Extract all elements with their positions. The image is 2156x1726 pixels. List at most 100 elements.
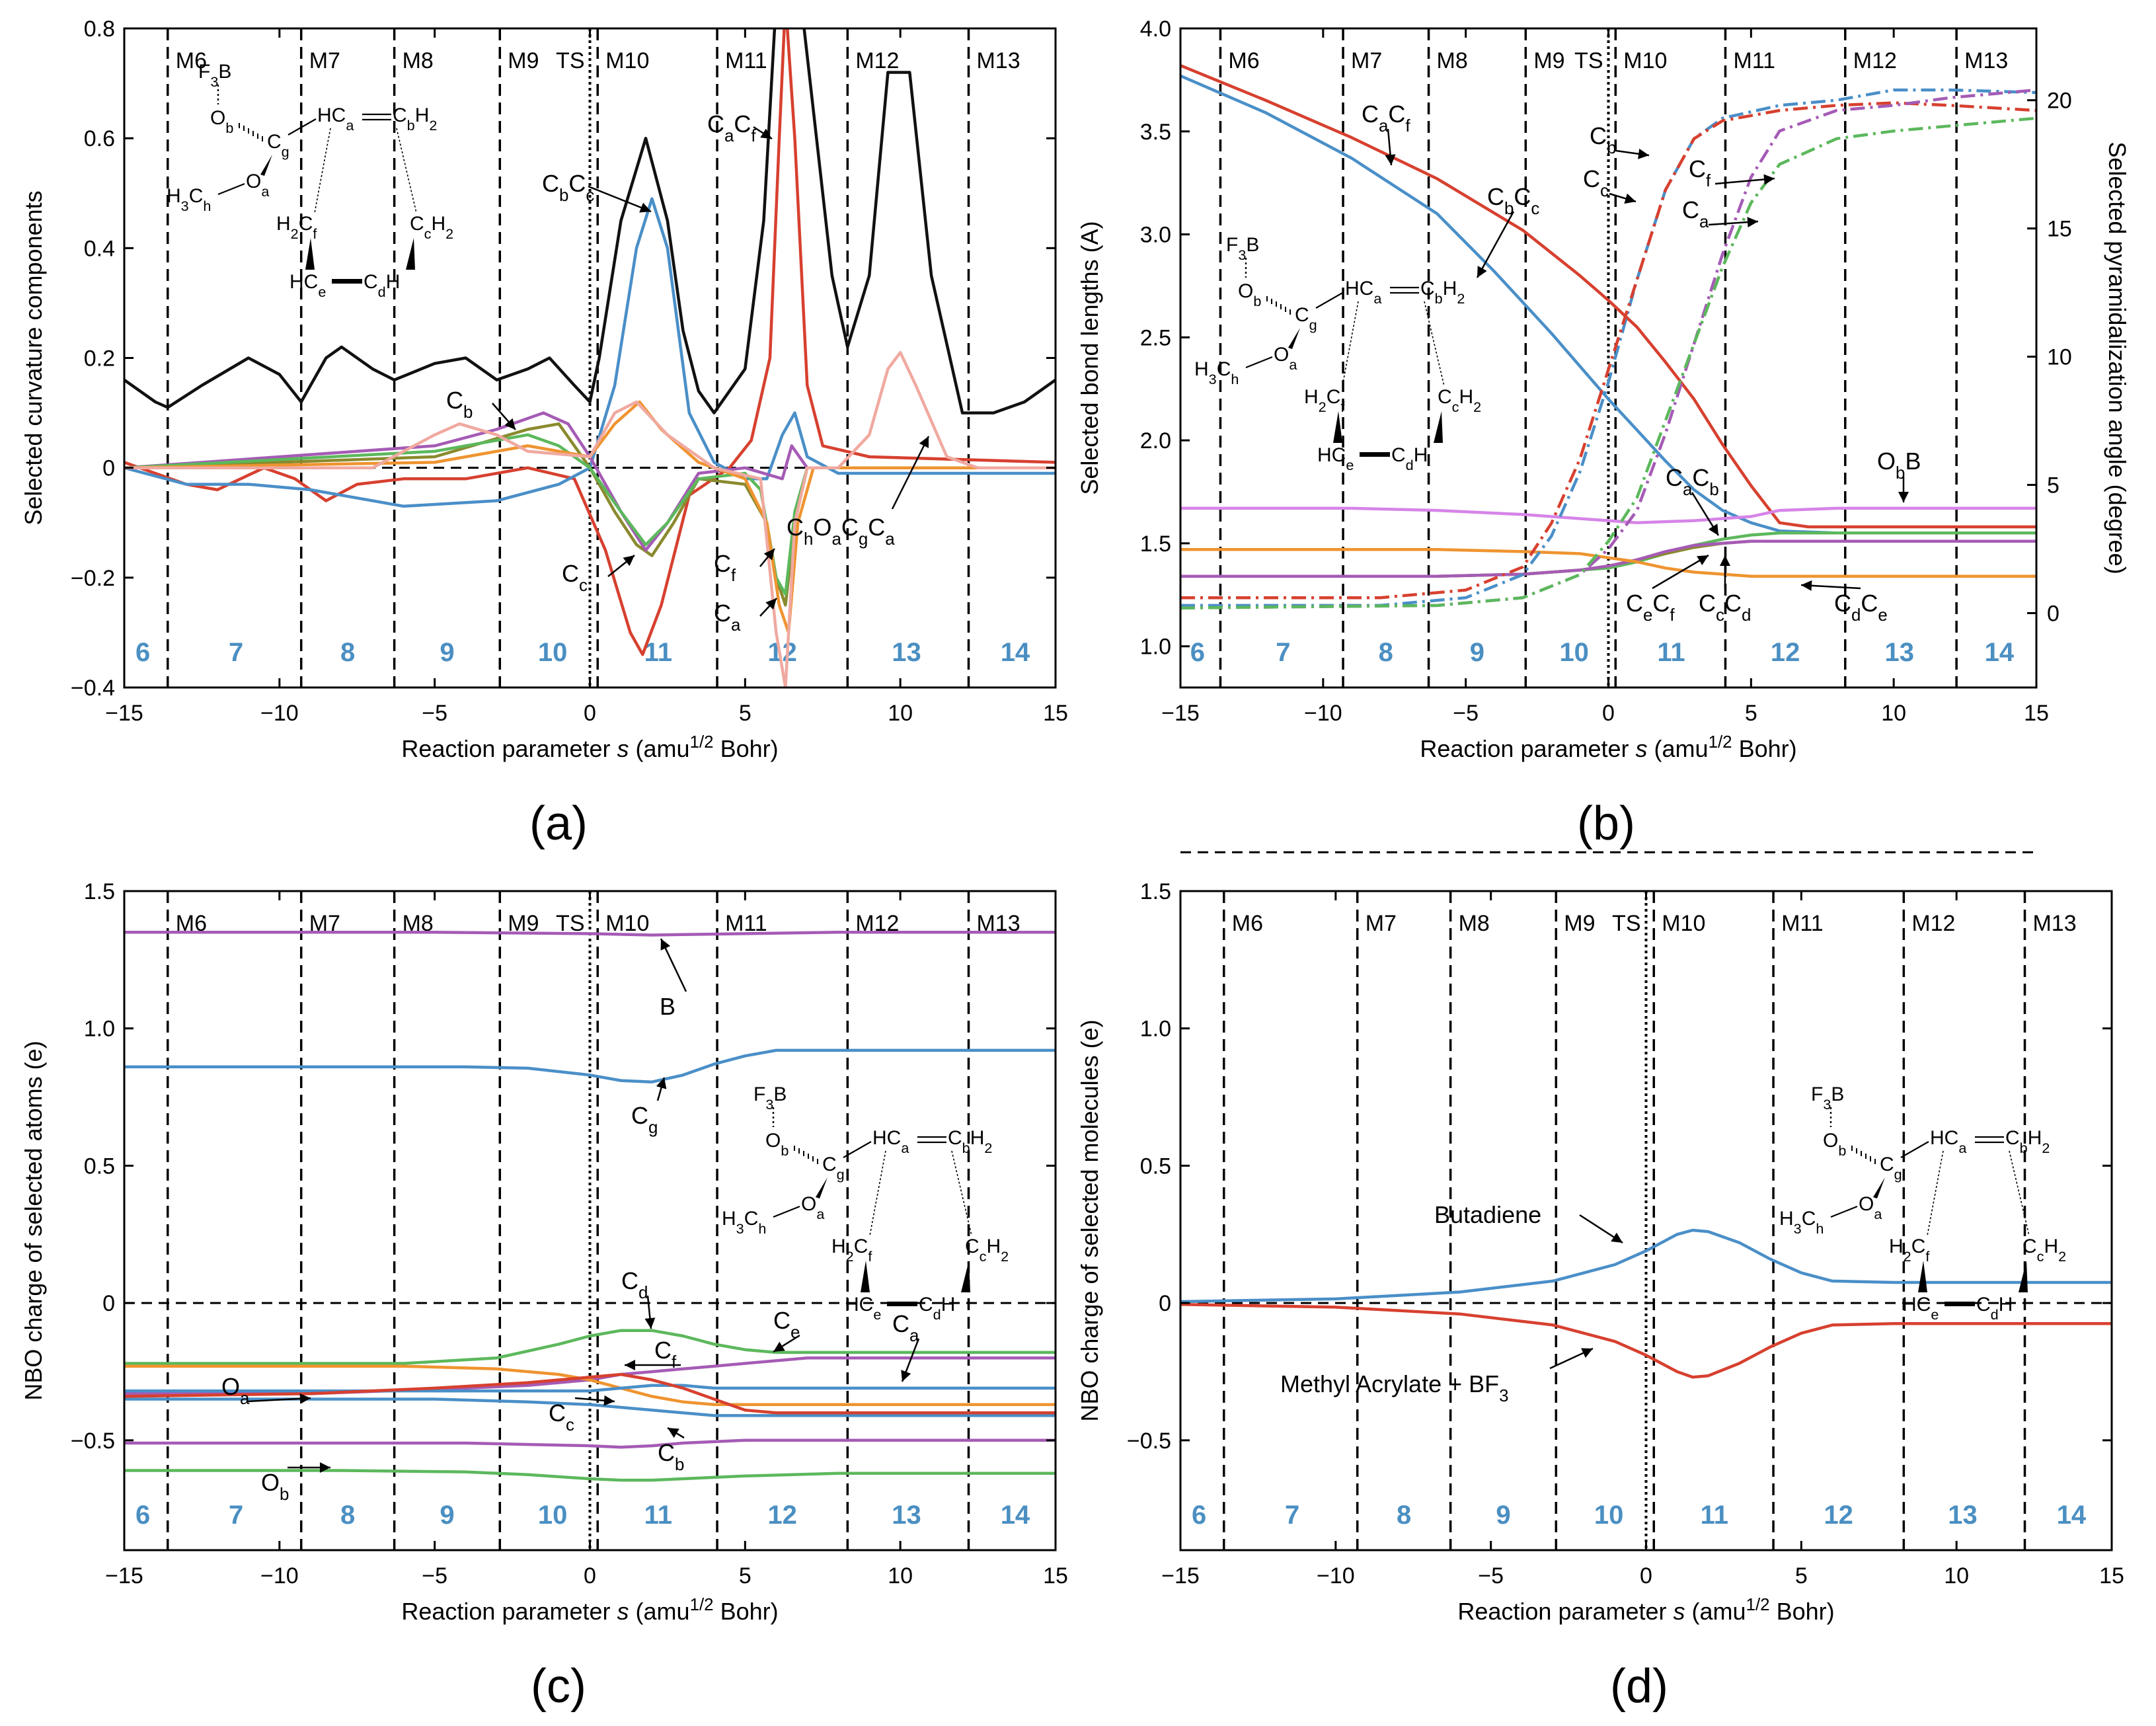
panel-c-region-label-12: 12 [767,1501,797,1530]
panel-a-region-label-7: 7 [229,638,243,667]
panel-b-series-cccd [1180,539,2036,578]
panel-b-region-label-9: 9 [1470,638,1484,667]
panel-c-mol-wedge [816,1177,828,1198]
panel-c-annotation-ob: Ob [261,1469,289,1504]
panel-c-ytick-label-0: −0.5 [71,1429,115,1454]
panel-c-annotation-b: B [660,993,675,1020]
panel-b-annotation-cdce-arrowhead [1801,580,1812,591]
panel-c-annotation-cg: Cg [631,1102,658,1137]
panel-c-annotation-cd-arrowhead [644,1317,656,1329]
panel-d-marker-label-m13: M13 [2032,911,2076,936]
panel-b-annotation-ca-arrowhead [1747,217,1758,228]
panel-c-mol-bold-bond [887,1302,917,1306]
panel-b-mol-hca: HCa [1345,278,1382,307]
panel-b-xtick-label-1: −10 [1304,701,1342,726]
panel-c-xlabel: Reaction parameter s (amu1/2 Bohr) [401,1596,778,1625]
panel-b-annotation-cacf: CaCf [1362,100,1410,136]
panel-a-ytick-label-1: −0.2 [71,566,115,591]
panel-d-marker-label-m6: M6 [1232,911,1263,936]
panel-a-xtick-label-6: 15 [1043,701,1068,726]
panel-d-mol-oa: Oa [1859,1193,1882,1222]
panel-a-mol-oa: Oa [246,171,270,200]
panel-a-mol-hce: HCe [289,271,326,300]
panel-a-ylabel: Selected curvature components [20,190,47,525]
panel-b-ytick-label-0: 1.0 [1140,635,1171,660]
panel-a-xtick-label-1: −10 [260,701,299,726]
panel-c-annotation-ce: Ce [773,1307,800,1342]
panel-d-xtick-label-6: 15 [2099,1563,2124,1589]
panel-c-mol-cch2: CcH2 [965,1236,1009,1265]
panel-a-annotation-ca: Ca [714,600,741,635]
panel-a-series-cacf [124,28,1056,656]
panel-c-annotation-cc: Cc [549,1399,574,1434]
panel-c-mol-oa: Oa [801,1193,825,1222]
panel-b-annotation-cb-arrowhead [1638,148,1649,159]
panel-b-marker-label-m6: M6 [1228,48,1259,73]
panel-a-mol-forming-bond-2 [396,128,417,214]
panel-d-ytick-label-1: 0 [1159,1291,1171,1316]
panel-a-xtick-label-3: 0 [584,701,596,726]
panel-a-ytick-label-6: 0.8 [84,17,115,42]
panel-c-annotation-cf: Cf [654,1337,677,1372]
panel-d-annotation-butadiene-arrowhead [1611,1232,1623,1243]
panel-d-region-label-9: 9 [1496,1501,1510,1530]
panel-c-series-cc [124,1397,1056,1417]
panel-c-mol-wedge-cf [861,1261,870,1292]
panel-a-mol-bond-ch-oa [217,182,245,196]
panel-a-ytick-label-0: −0.4 [71,676,115,701]
panel-b-region-label-12: 12 [1771,638,1800,667]
panel-b-series-cb-angle- [1180,88,2036,608]
panel-a-mol-ob: Ob [210,107,233,136]
panel-b-ytick-label-2: 2.0 [1140,428,1171,453]
panel-c-region-label-14: 14 [1001,1501,1030,1530]
panel-c-xtick-label-6: 15 [1043,1563,1068,1589]
panel-c-xtick-label-2: −5 [422,1563,447,1589]
panel-a-series-ca [124,400,1056,635]
panel-c-annotation-ca-arrowhead [901,1370,911,1382]
panel-a-mol-wedge [260,155,272,176]
panel-a-annotation-cc: Cc [562,560,588,595]
panel-b-annotation-cdce: CdCe [1834,590,1888,625]
panel-b-series-cdce [1180,548,2036,578]
panel-a-ytick-label-4: 0.4 [84,236,115,261]
panel-c-series-group [124,931,1056,1482]
panel-c-ytick-label-4: 1.5 [84,879,115,904]
panel-b-marker-label-m10: M10 [1623,48,1667,73]
panel-b-marker-label-m7: M7 [1351,48,1382,73]
panel-a-mol-h2cf: H2Cf [276,213,317,242]
panel-a-annotation-cf: Cf [714,550,736,585]
panel-a-region-label-10: 10 [538,638,568,667]
panel-a-mol-f3b: F3B [198,61,231,90]
panel-b-annotation-cecf: CeCf [1626,590,1675,625]
panel-c-marker-label-m10: M10 [605,911,649,936]
panel-d-mol-h3ch: H3Ch [1779,1208,1824,1237]
panel-a-mol-h3ch: H3Ch [167,185,211,214]
panel-b-ytick-right-label-3: 15 [2047,217,2072,242]
panel-c-series-ob [124,1469,1056,1482]
panel-d-marker-label-m11: M11 [1781,911,1824,936]
panel-b-annotation-cf-arrowhead [1763,174,1775,185]
panel-a-xtick-label-4: 5 [739,701,751,726]
panel-c-mol-f3b: F3B [753,1083,787,1113]
panel-b-annotation-cacb-arrowhead [1708,524,1718,535]
panel-a-annotation-cacf-arrowhead [760,128,772,139]
panel-d: M6 M7 M8 M9 TS M10 M11 M12 M13 6 7 8 9 10 11 12 13 14 −15 −… [1076,879,2124,1713]
panel-a-marker-label-ts: TS [556,48,584,73]
panel-b-mol-h3ch: H3Ch [1194,358,1239,387]
panel-d-ytick-label-2: 0.5 [1140,1154,1171,1179]
panel-c-annotation-cd: Cd [621,1267,648,1302]
panel-c-series-cd [124,1329,1056,1365]
panel-c-series-b [124,931,1056,937]
panel-d-series-group [1180,1228,2112,1379]
panel-a-mol-hca: HCa [317,104,354,134]
panel-b-series-obb [1180,506,2036,525]
panel-b-region-label-10: 10 [1559,638,1589,667]
panel-b-annotation-cbcc-arrowhead [1477,266,1487,278]
panel-d-mol-hca: HCa [1930,1127,1967,1156]
panel-b-ytick-right-label-2: 10 [2047,345,2072,370]
panel-b-annotation-cccd-arrowhead [1720,555,1730,566]
panel-b-ytick-label-3: 2.5 [1140,325,1171,350]
panel-a-xlabel: Reaction parameter s (amu1/2 Bohr) [401,733,778,762]
